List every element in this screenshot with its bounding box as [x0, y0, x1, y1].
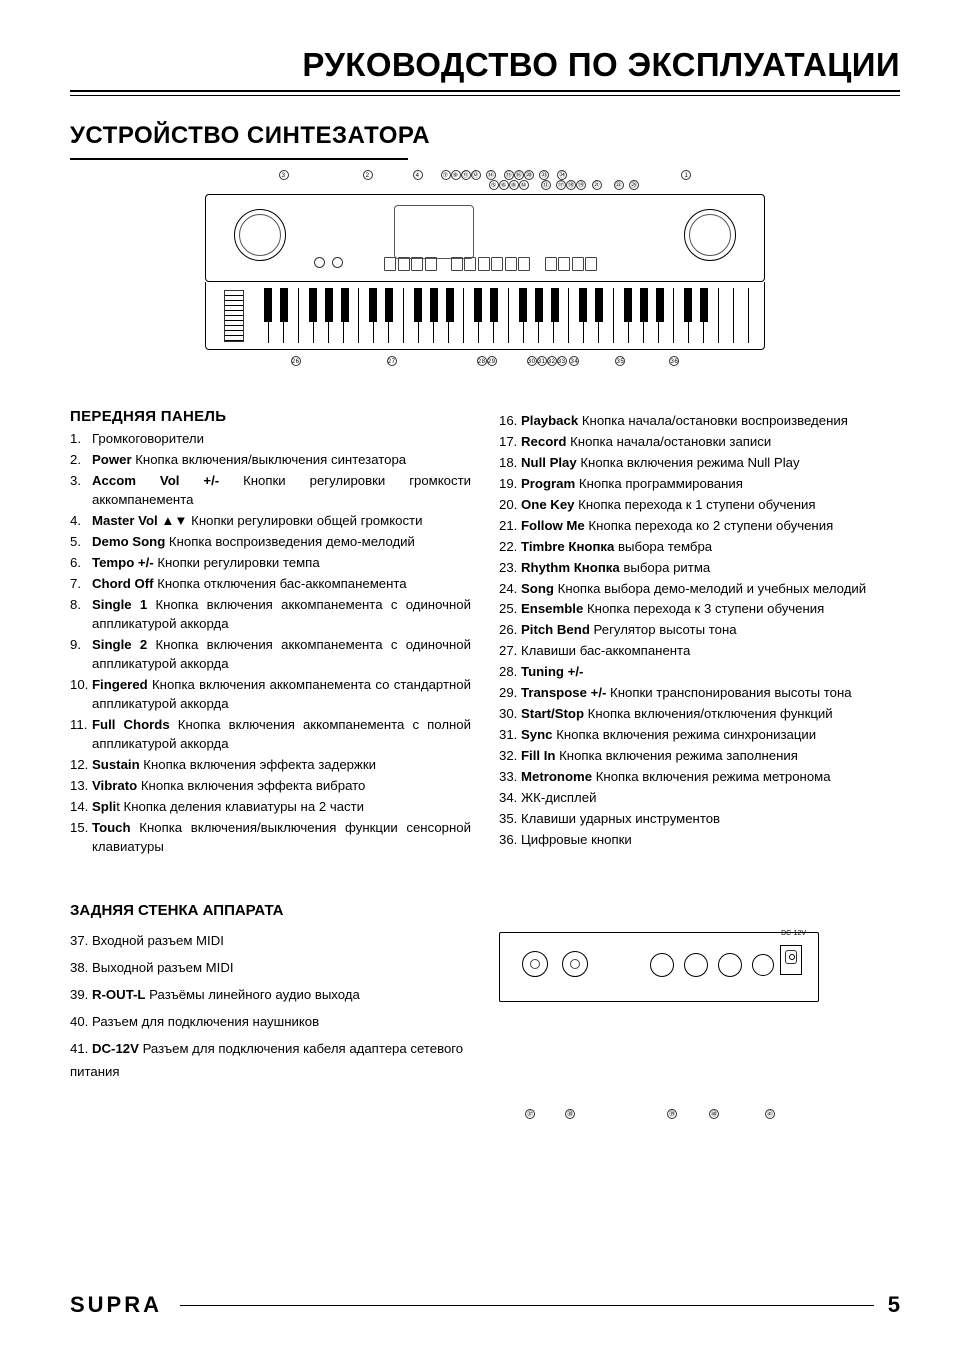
- list-item: 41. DC-12V Разъем для подключения кабеля…: [70, 1037, 471, 1083]
- list-item: 13.Vibrato Кнопка включения эффекта вибр…: [70, 776, 471, 795]
- knob-1: [314, 257, 325, 268]
- list-item: 12.Sustain Кнопка включения эффекта заде…: [70, 755, 471, 774]
- list-item: 19.Program Кнопка программирования: [499, 474, 900, 493]
- brand-logo: SUPRA: [70, 1292, 162, 1318]
- rear-left-col: ЗАДНЯЯ СТЕНКА АППАРАТА 37. Входной разъе…: [70, 870, 471, 1088]
- header-rule-heavy: [70, 90, 900, 92]
- list-item: 33.Metronome Кнопка включения режима мет…: [499, 767, 900, 786]
- diagram-bottom-callouts: 2627282930313233 343536: [205, 356, 765, 366]
- list-item: 15.Touch Кнопка включения/выключения фун…: [70, 818, 471, 856]
- list-item: 10.Fingered Кнопка включения аккомпанеме…: [70, 675, 471, 713]
- front-panel-left-col: ПЕРЕДНЯЯ ПАНЕЛЬ 1.Громкоговорители 2.Powe…: [70, 394, 471, 858]
- list-item: 5.Demo Song Кнопка воспроизведения демо-…: [70, 532, 471, 551]
- list-item: 16.Playback Кнопка начала/остановки восп…: [499, 411, 900, 430]
- list-item: 31.Sync Кнопка включения режима синхрони…: [499, 725, 900, 744]
- list-item: 39. R-OUT-L Разъёмы линейного аудио выхо…: [70, 983, 471, 1006]
- list-item: 2.Power Кнопка включения/выключения синт…: [70, 450, 471, 469]
- rear-right-col: DC-12V ㊲㊳㊴㊵㊶: [499, 870, 900, 1088]
- button-row: [384, 257, 628, 275]
- power-label: DC-12V: [781, 930, 806, 937]
- list-item: 37. Входной разъем MIDI: [70, 929, 471, 952]
- speaker-right: [684, 209, 736, 261]
- lcd-screen: [394, 205, 474, 259]
- list-item: 22.Timbre Кнопка выбора тембра: [499, 537, 900, 556]
- list-item: 29.Transpose +/- Кнопки транспонирования…: [499, 683, 900, 702]
- list-item: 26.Pitch Bend Регулятор высоты тона: [499, 620, 900, 639]
- synth-body: [205, 194, 765, 282]
- list-item: 32.Fill In Кнопка включения режима запол…: [499, 746, 900, 765]
- list-item: 11.Full Chords Кнопка включения аккомпан…: [70, 715, 471, 753]
- list-item: 35.Клавиши ударных инструментов: [499, 809, 900, 828]
- list-item: 27.Клавиши бас-аккомпанента: [499, 641, 900, 660]
- list-item: 18.Null Play Кнопка включения режима Nul…: [499, 453, 900, 472]
- list-item: 9.Single 2 Кнопка включения аккомпанемен…: [70, 635, 471, 673]
- diagram-top-callouts-2: ⑤⑥⑧⑩⑬ ⑰⑱⑲ ㉑㉒ ㉕: [205, 180, 765, 190]
- section-title: УСТРОЙСТВО СИНТЕЗАТОРА: [70, 122, 900, 150]
- diagram-top-callouts: 324⑦⑨⑪⑫ ⑭⑮⑯⑳ ㉓㉔1: [205, 170, 765, 180]
- list-item: 3.Accom Vol +/- Кнопки регулировки громк…: [70, 471, 471, 509]
- list-item: 40. Разъем для подключения наушников: [70, 1010, 471, 1033]
- list-item: 1.Громкоговорители: [70, 429, 471, 448]
- rear-diagram: DC-12V: [499, 932, 819, 1002]
- list-item: 38. Выходной разъем MIDI: [70, 956, 471, 979]
- list-item: 8.Single 1 Кнопка включения аккомпанемен…: [70, 595, 471, 633]
- list-item: 20.One Key Кнопка перехода к 1 ступени о…: [499, 495, 900, 514]
- list-item: 36.Цифровые кнопки: [499, 830, 900, 849]
- rear-heading: ЗАДНЯЯ СТЕНКА АППАРАТА: [70, 902, 471, 919]
- list-item: 25.Ensemble Кнопка перехода к 3 ступени …: [499, 599, 900, 618]
- list-item: 24.Song Кнопка выбора демо-мелодий и уче…: [499, 579, 900, 598]
- list-item: 14.Split Кнопка деления клавиатуры на 2 …: [70, 797, 471, 816]
- list-item: 28.Tuning +/-: [499, 662, 900, 681]
- section-underline: [70, 158, 408, 160]
- page-title: РУКОВОДСТВО ПО ЭКСПЛУАТАЦИИ: [70, 46, 900, 84]
- list-item: 6.Tempo +/- Кнопки регулировки темпа: [70, 553, 471, 572]
- list-item: 21.Follow Me Кнопка перехода ко 2 ступен…: [499, 516, 900, 535]
- front-left-list: 1.Громкоговорители 2.Power Кнопка включен…: [70, 429, 471, 856]
- list-item: 17.Record Кнопка начала/остановки записи: [499, 432, 900, 451]
- list-item: 30.Start/Stop Кнопка включения/отключени…: [499, 704, 900, 723]
- power-jack: [780, 945, 802, 975]
- front-panel-heading: ПЕРЕДНЯЯ ПАНЕЛЬ: [70, 408, 471, 425]
- header-rule-light: [70, 95, 900, 96]
- rear-section: ЗАДНЯЯ СТЕНКА АППАРАТА 37. Входной разъе…: [70, 870, 900, 1088]
- pitch-wheel: [224, 290, 244, 342]
- knob-2: [332, 257, 343, 268]
- page-number: 5: [888, 1292, 900, 1318]
- list-item: 4.Master Vol ▲▼ Кнопки регулировки общей…: [70, 511, 471, 530]
- list-item: 7.Chord Off Кнопка отключения бас-аккомп…: [70, 574, 471, 593]
- synth-diagram: 324⑦⑨⑪⑫ ⑭⑮⑯⑳ ㉓㉔1 ⑤⑥⑧⑩⑬ ⑰⑱⑲ ㉑㉒ ㉕ 26272829…: [205, 170, 765, 366]
- list-item: 23.Rhythm Кнопка выбора ритма: [499, 558, 900, 577]
- rear-list: 37. Входной разъем MIDI 38. Выходной разъ…: [70, 929, 471, 1084]
- front-right-list: 16.Playback Кнопка начала/остановки восп…: [499, 411, 900, 849]
- page-footer: SUPRA 5: [70, 1292, 900, 1318]
- footer-rule: [180, 1305, 874, 1306]
- speaker-left: [234, 209, 286, 261]
- front-panel-columns: ПЕРЕДНЯЯ ПАНЕЛЬ 1.Громкоговорители 2.Powe…: [70, 394, 900, 858]
- black-keys: [254, 288, 752, 322]
- keyboard-box: [205, 282, 765, 350]
- list-item: 34.ЖК-дисплей: [499, 788, 900, 807]
- front-panel-right-col: 16.Playback Кнопка начала/остановки восп…: [499, 394, 900, 858]
